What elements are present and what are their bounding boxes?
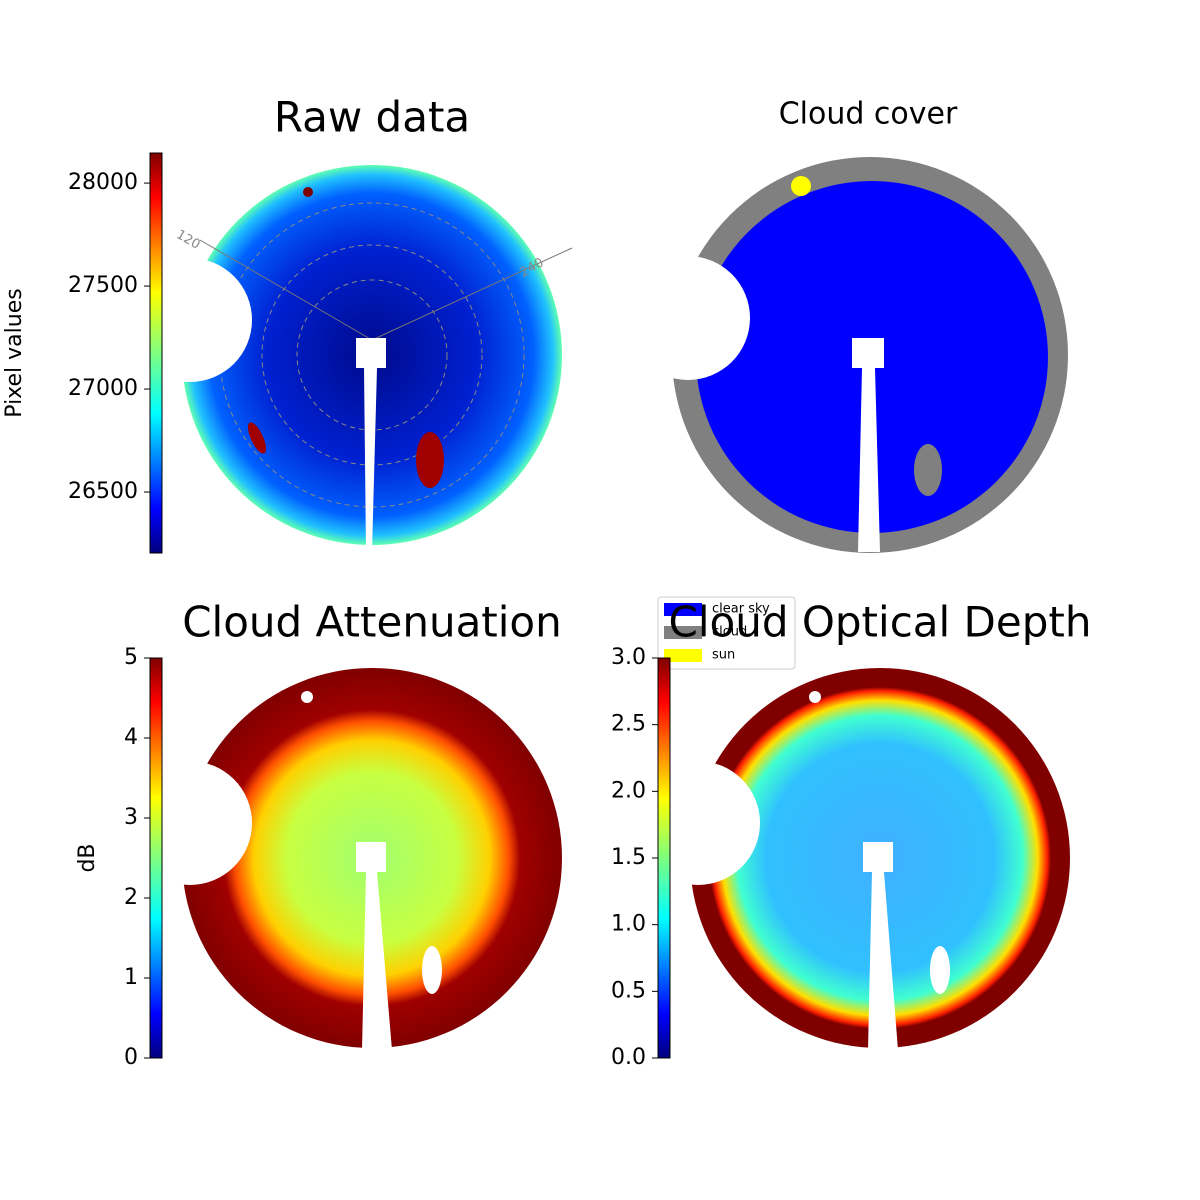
panel-title: Raw data [274,93,470,142]
y-tick-label: 27500 [68,273,138,298]
legend-label: cloud [712,625,747,640]
y-tick-label: 0.5 [611,978,646,1003]
panel-title: Cloud Optical Depth [669,598,1092,647]
y-axis-label: Pixel values [2,288,27,417]
legend-swatch [664,626,702,639]
y-tick-label: 3.0 [611,645,646,670]
y-tick-label: 0 [124,1045,138,1070]
y-tick-label: 2.5 [611,712,646,737]
panel-title: Cloud cover [779,97,958,132]
raw-image [128,165,573,552]
y-tick-label: 4 [124,725,138,750]
y-tick-label: 27000 [68,376,138,401]
legend-swatch [664,603,702,616]
legend-label: sun [712,648,735,663]
colorbar [149,152,163,554]
optical-depth-image [636,668,1070,1050]
y-tick-label: 3 [124,805,138,830]
y-axis-label: dB [75,843,100,872]
y-tick-label: 2 [124,885,138,910]
polar-label: 120 [173,227,202,252]
legend-label: clear sky [712,602,770,617]
y-tick-label: 2.0 [611,778,646,803]
y-tick-label: 28000 [68,170,138,195]
colorbar [657,657,671,1059]
cloud-cover-image [626,157,1068,553]
y-tick-label: 0.0 [611,1045,646,1070]
y-tick-label: 1.0 [611,912,646,937]
legend-swatch [664,649,702,662]
y-tick-label: 26500 [68,479,138,504]
y-tick-label: 1 [124,965,138,990]
y-tick-label: 1.5 [611,845,646,870]
colorbar [149,657,163,1059]
panel-title: Cloud Attenuation [182,598,562,647]
attenuation-image [128,668,562,1050]
y-tick-label: 5 [124,645,138,670]
